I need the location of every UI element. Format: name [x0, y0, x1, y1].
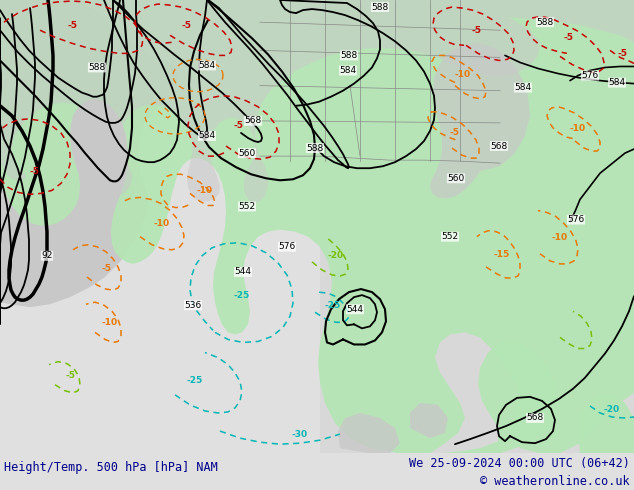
Text: 576: 576 — [567, 215, 585, 224]
Text: -10: -10 — [197, 186, 213, 195]
Text: -5: -5 — [65, 371, 75, 380]
Text: Height/Temp. 500 hPa [hPa] NAM: Height/Temp. 500 hPa [hPa] NAM — [4, 462, 217, 474]
Polygon shape — [0, 0, 634, 203]
Text: We 25-09-2024 00:00 UTC (06+42): We 25-09-2024 00:00 UTC (06+42) — [409, 457, 630, 470]
Text: 588: 588 — [340, 51, 358, 60]
Text: -25: -25 — [234, 291, 250, 299]
Polygon shape — [430, 43, 530, 198]
Text: 588: 588 — [88, 63, 106, 72]
Text: 584: 584 — [339, 66, 356, 75]
Polygon shape — [338, 413, 400, 453]
Text: 584: 584 — [609, 78, 626, 87]
Text: -20: -20 — [328, 251, 344, 260]
Polygon shape — [410, 403, 448, 438]
Text: -5: -5 — [471, 25, 481, 35]
Text: 576: 576 — [278, 242, 295, 251]
Text: 568: 568 — [490, 142, 508, 150]
Text: 544: 544 — [347, 305, 363, 314]
Text: 576: 576 — [581, 71, 598, 80]
Polygon shape — [0, 0, 634, 453]
Text: 584: 584 — [198, 61, 216, 70]
Text: -25: -25 — [187, 376, 203, 385]
Text: 544: 544 — [235, 268, 252, 276]
Text: -5: -5 — [67, 21, 77, 30]
Text: -5: -5 — [181, 21, 191, 30]
Text: 588: 588 — [306, 144, 323, 152]
Text: -5: -5 — [30, 167, 40, 176]
Text: -10: -10 — [102, 318, 118, 327]
Text: 568: 568 — [526, 414, 543, 422]
Text: 560: 560 — [448, 174, 465, 183]
Text: 584: 584 — [198, 131, 216, 141]
Polygon shape — [0, 0, 180, 307]
Text: -25: -25 — [325, 301, 341, 310]
Text: -5: -5 — [617, 49, 627, 58]
Text: 560: 560 — [238, 148, 256, 158]
Polygon shape — [430, 341, 560, 453]
Text: 552: 552 — [441, 232, 458, 241]
Text: -30: -30 — [292, 430, 308, 439]
Text: -5: -5 — [563, 33, 573, 42]
Text: -5: -5 — [234, 122, 244, 130]
Text: -15: -15 — [494, 250, 510, 259]
Text: -5: -5 — [450, 128, 460, 138]
Text: 568: 568 — [244, 116, 262, 125]
Text: 552: 552 — [238, 202, 256, 211]
Text: 588: 588 — [536, 18, 553, 26]
Text: 588: 588 — [372, 2, 389, 12]
Text: -10: -10 — [552, 233, 568, 242]
Text: 536: 536 — [184, 301, 202, 310]
Text: © weatheronline.co.uk: © weatheronline.co.uk — [481, 475, 630, 489]
Text: -20: -20 — [604, 405, 620, 415]
Text: -10: -10 — [455, 70, 471, 79]
Text: -10: -10 — [154, 219, 170, 228]
Text: -5: -5 — [102, 265, 112, 273]
Polygon shape — [320, 0, 634, 453]
Text: -10: -10 — [570, 124, 586, 133]
Polygon shape — [578, 393, 634, 453]
Text: 584: 584 — [514, 83, 531, 92]
Text: 92: 92 — [41, 251, 53, 260]
